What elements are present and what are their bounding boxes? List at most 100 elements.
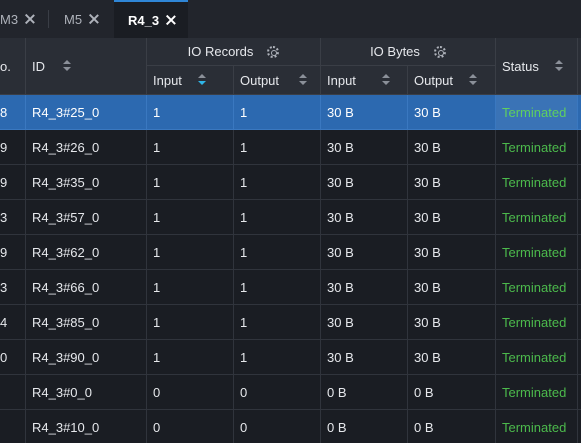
column-header-no[interactable]: o. [0,38,26,95]
status-label: Terminated [502,314,567,330]
bytes-output-cell: 30 B [408,270,496,305]
cell-value: 0 [240,419,248,435]
bytes-output-cell: 30 B [408,340,496,375]
status-label: Terminated [502,209,567,225]
cell-value: 0 [153,419,161,435]
sort-icon[interactable] [299,74,308,86]
bytes-output-cell: 30 B [408,95,496,130]
status-label: Terminated [502,349,567,365]
cell-value: R4_3#57_0 [32,209,100,225]
records-output-cell: 0 [234,375,321,410]
row-number-cell: 4 [0,305,26,340]
status-cell: Terminated [496,270,578,305]
close-icon[interactable] [88,13,100,25]
column-header-bytes-output[interactable]: Output [408,66,496,95]
sort-icon[interactable] [554,60,563,72]
status-cell: Terminated [496,340,578,375]
column-header-bytes-input[interactable]: Input [321,66,408,95]
table-row[interactable]: 4 R4_3#85_0 1 1 30 B 30 B Terminated [0,305,581,340]
cell-value: 1 [240,139,248,155]
cell-value: 30 B [414,349,441,365]
sort-icon[interactable] [381,74,390,86]
table-row[interactable]: R4_3#10_0 0 0 0 B 0 B Terminated [0,410,581,443]
table-row[interactable]: 9 R4_3#35_0 1 1 30 B 30 B Terminated [0,165,581,200]
column-group-io-bytes: IO Bytes [321,38,496,66]
cell-value: 0 B [327,384,347,400]
records-input-cell: 0 [147,410,234,443]
id-cell: R4_3#62_0 [26,235,147,270]
cell-value: 0 B [414,419,434,435]
records-input-cell: 1 [147,270,234,305]
close-icon[interactable] [165,14,177,26]
records-output-cell: 1 [234,130,321,165]
overflow-cell [578,375,581,410]
cell-value: R4_3#90_0 [32,349,100,365]
cell-value: 0 [153,384,161,400]
table-row[interactable]: 8 R4_3#25_0 1 1 30 B 30 B Terminated [0,95,581,130]
cell-value: 8 [0,104,8,120]
tab-r4-3[interactable]: R4_3 [114,0,188,38]
cell-value: 0 B [327,419,347,435]
row-number-cell [0,375,26,410]
status-label: Terminated [502,384,567,400]
tab-label: M3 [0,11,19,27]
gear-icon[interactable] [433,45,446,58]
table-row[interactable]: 9 R4_3#26_0 1 1 30 B 30 B Terminated [0,130,581,165]
close-icon[interactable] [24,13,36,25]
overflow-cell [578,270,581,305]
cell-value: 3 [0,279,8,295]
tab-label: R4_3 [128,12,160,28]
tab-divider [48,10,49,28]
bytes-input-cell: 30 B [321,95,408,130]
cell-value: R4_3#26_0 [32,139,100,155]
overflow-cell [578,340,581,375]
row-number-cell: 3 [0,200,26,235]
records-output-cell: 1 [234,305,321,340]
table-row[interactable]: 3 R4_3#66_0 1 1 30 B 30 B Terminated [0,270,581,305]
column-header-status[interactable]: Status [496,38,578,95]
cell-value: 1 [153,349,161,365]
gear-icon[interactable] [267,45,280,58]
cell-value: 30 B [327,174,354,190]
cell-value: 1 [153,174,161,190]
tab-m5[interactable]: M5 [64,0,110,38]
tab-m3[interactable]: M3 [0,0,42,38]
id-cell: R4_3#57_0 [26,200,147,235]
sort-icon[interactable] [197,74,206,86]
table-row[interactable]: 3 R4_3#57_0 1 1 30 B 30 B Terminated [0,200,581,235]
cell-value: 1 [240,244,248,260]
sort-icon[interactable] [469,74,478,86]
cell-value: 30 B [414,244,441,260]
status-cell: Terminated [496,165,578,200]
records-input-cell: 1 [147,340,234,375]
table-row[interactable]: R4_3#0_0 0 0 0 B 0 B Terminated [0,375,581,410]
bytes-input-cell: 30 B [321,130,408,165]
records-input-cell: 1 [147,95,234,130]
bytes-output-cell: 30 B [408,235,496,270]
records-input-cell: 1 [147,305,234,340]
row-number-cell: 9 [0,235,26,270]
column-header-id[interactable]: ID [26,38,147,95]
sort-icon[interactable] [63,60,71,72]
overflow-cell [578,235,581,270]
row-number-cell: 9 [0,165,26,200]
cell-value: 30 B [327,279,354,295]
cell-value: 1 [153,314,161,330]
cell-value: 30 B [414,279,441,295]
column-header-records-output[interactable]: Output [234,66,321,95]
id-cell: R4_3#35_0 [26,165,147,200]
cell-value: 30 B [414,139,441,155]
id-cell: R4_3#10_0 [26,410,147,443]
table-row[interactable]: 0 R4_3#90_0 1 1 30 B 30 B Terminated [0,340,581,375]
id-cell: R4_3#90_0 [26,340,147,375]
cell-value: 4 [0,314,8,330]
records-output-cell: 1 [234,200,321,235]
status-label: Terminated [502,104,567,120]
id-cell: R4_3#26_0 [26,130,147,165]
column-header-records-input[interactable]: Input [147,66,234,95]
table-row[interactable]: 9 R4_3#62_0 1 1 30 B 30 B Terminated [0,235,581,270]
overflow-cell [578,165,581,200]
cell-value: 30 B [327,244,354,260]
cell-value: 1 [153,279,161,295]
records-output-cell: 1 [234,165,321,200]
